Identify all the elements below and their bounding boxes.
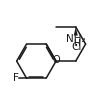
Text: H: H [73, 39, 80, 48]
Polygon shape [74, 27, 78, 36]
Text: NH₂: NH₂ [66, 34, 86, 44]
Text: Cl: Cl [71, 42, 81, 52]
Text: F: F [13, 73, 19, 83]
Text: O: O [52, 55, 60, 65]
